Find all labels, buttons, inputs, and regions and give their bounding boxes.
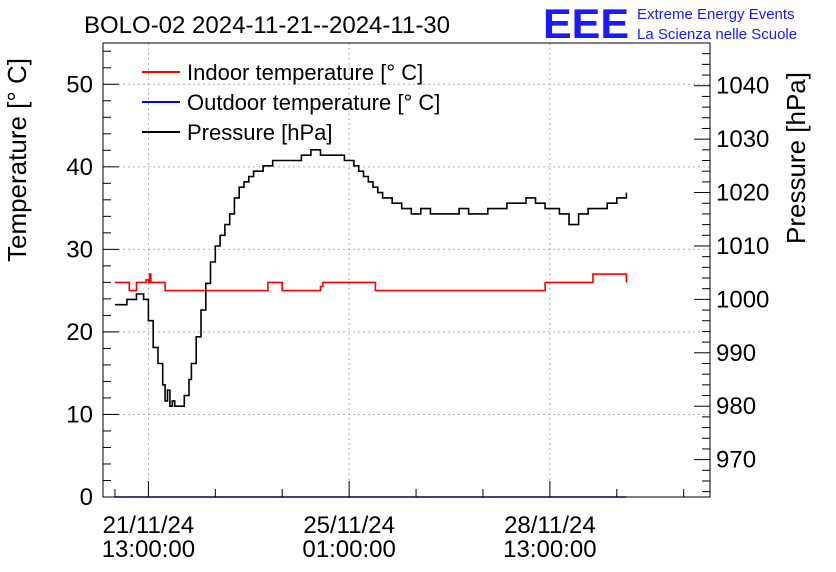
y-left-tick-label: 20 xyxy=(66,319,93,346)
series-indoor-temperature-c-line xyxy=(114,273,628,292)
x-tick-label-time: 13:00:00 xyxy=(503,536,596,563)
x-tick-label-date: 21/11/24 xyxy=(103,512,195,539)
legend-entry: Pressure [hPa] xyxy=(187,120,333,145)
plot-frame xyxy=(102,42,711,498)
y-right-tick-label: 1010 xyxy=(716,233,769,260)
eee-logo: EEE Extreme Energy Events La Scienza nel… xyxy=(543,0,797,47)
axes: 0102030405097098099010001010102010301040… xyxy=(66,42,769,563)
y-axis-left-label: Temperature [° C] xyxy=(2,58,32,262)
eee-logo-line2: La Scienza nelle Scuole xyxy=(637,26,797,43)
x-tick-label-date: 25/11/24 xyxy=(303,512,395,539)
y-right-tick-label: 1040 xyxy=(716,73,769,100)
y-right-tick-label: 970 xyxy=(716,447,756,474)
legend-entry: Indoor temperature [° C] xyxy=(187,60,423,85)
grid xyxy=(103,43,710,498)
y-right-tick-label: 1030 xyxy=(716,126,769,153)
chart-title: BOLO-02 2024-11-21--2024-11-30 xyxy=(84,12,450,39)
eee-logo-mark: EEE xyxy=(543,0,629,47)
y-left-tick-label: 30 xyxy=(66,236,93,263)
y-left-tick-label: 10 xyxy=(66,401,93,428)
y-right-tick-label: 1000 xyxy=(716,286,769,313)
y-left-tick-label: 40 xyxy=(66,154,93,181)
x-tick-label-time: 01:00:00 xyxy=(302,536,395,563)
x-tick-label-time: 13:00:00 xyxy=(102,536,195,563)
x-tick-label-date: 28/11/24 xyxy=(504,512,596,539)
y-right-tick-label: 1020 xyxy=(716,180,769,207)
y-axis-right-label: Pressure [hPa] xyxy=(781,72,811,244)
series-pressure-hpa-line xyxy=(114,149,628,408)
eee-logo-line1: Extreme Energy Events xyxy=(637,6,795,23)
y-right-tick-label: 980 xyxy=(716,393,756,420)
y-left-tick-label: 50 xyxy=(66,71,93,98)
y-right-tick-label: 990 xyxy=(716,340,756,367)
y-left-tick-label: 0 xyxy=(80,484,93,511)
legend-entry: Outdoor temperature [° C] xyxy=(187,90,440,115)
legend: Indoor temperature [° C] Outdoor temperat… xyxy=(142,60,440,145)
